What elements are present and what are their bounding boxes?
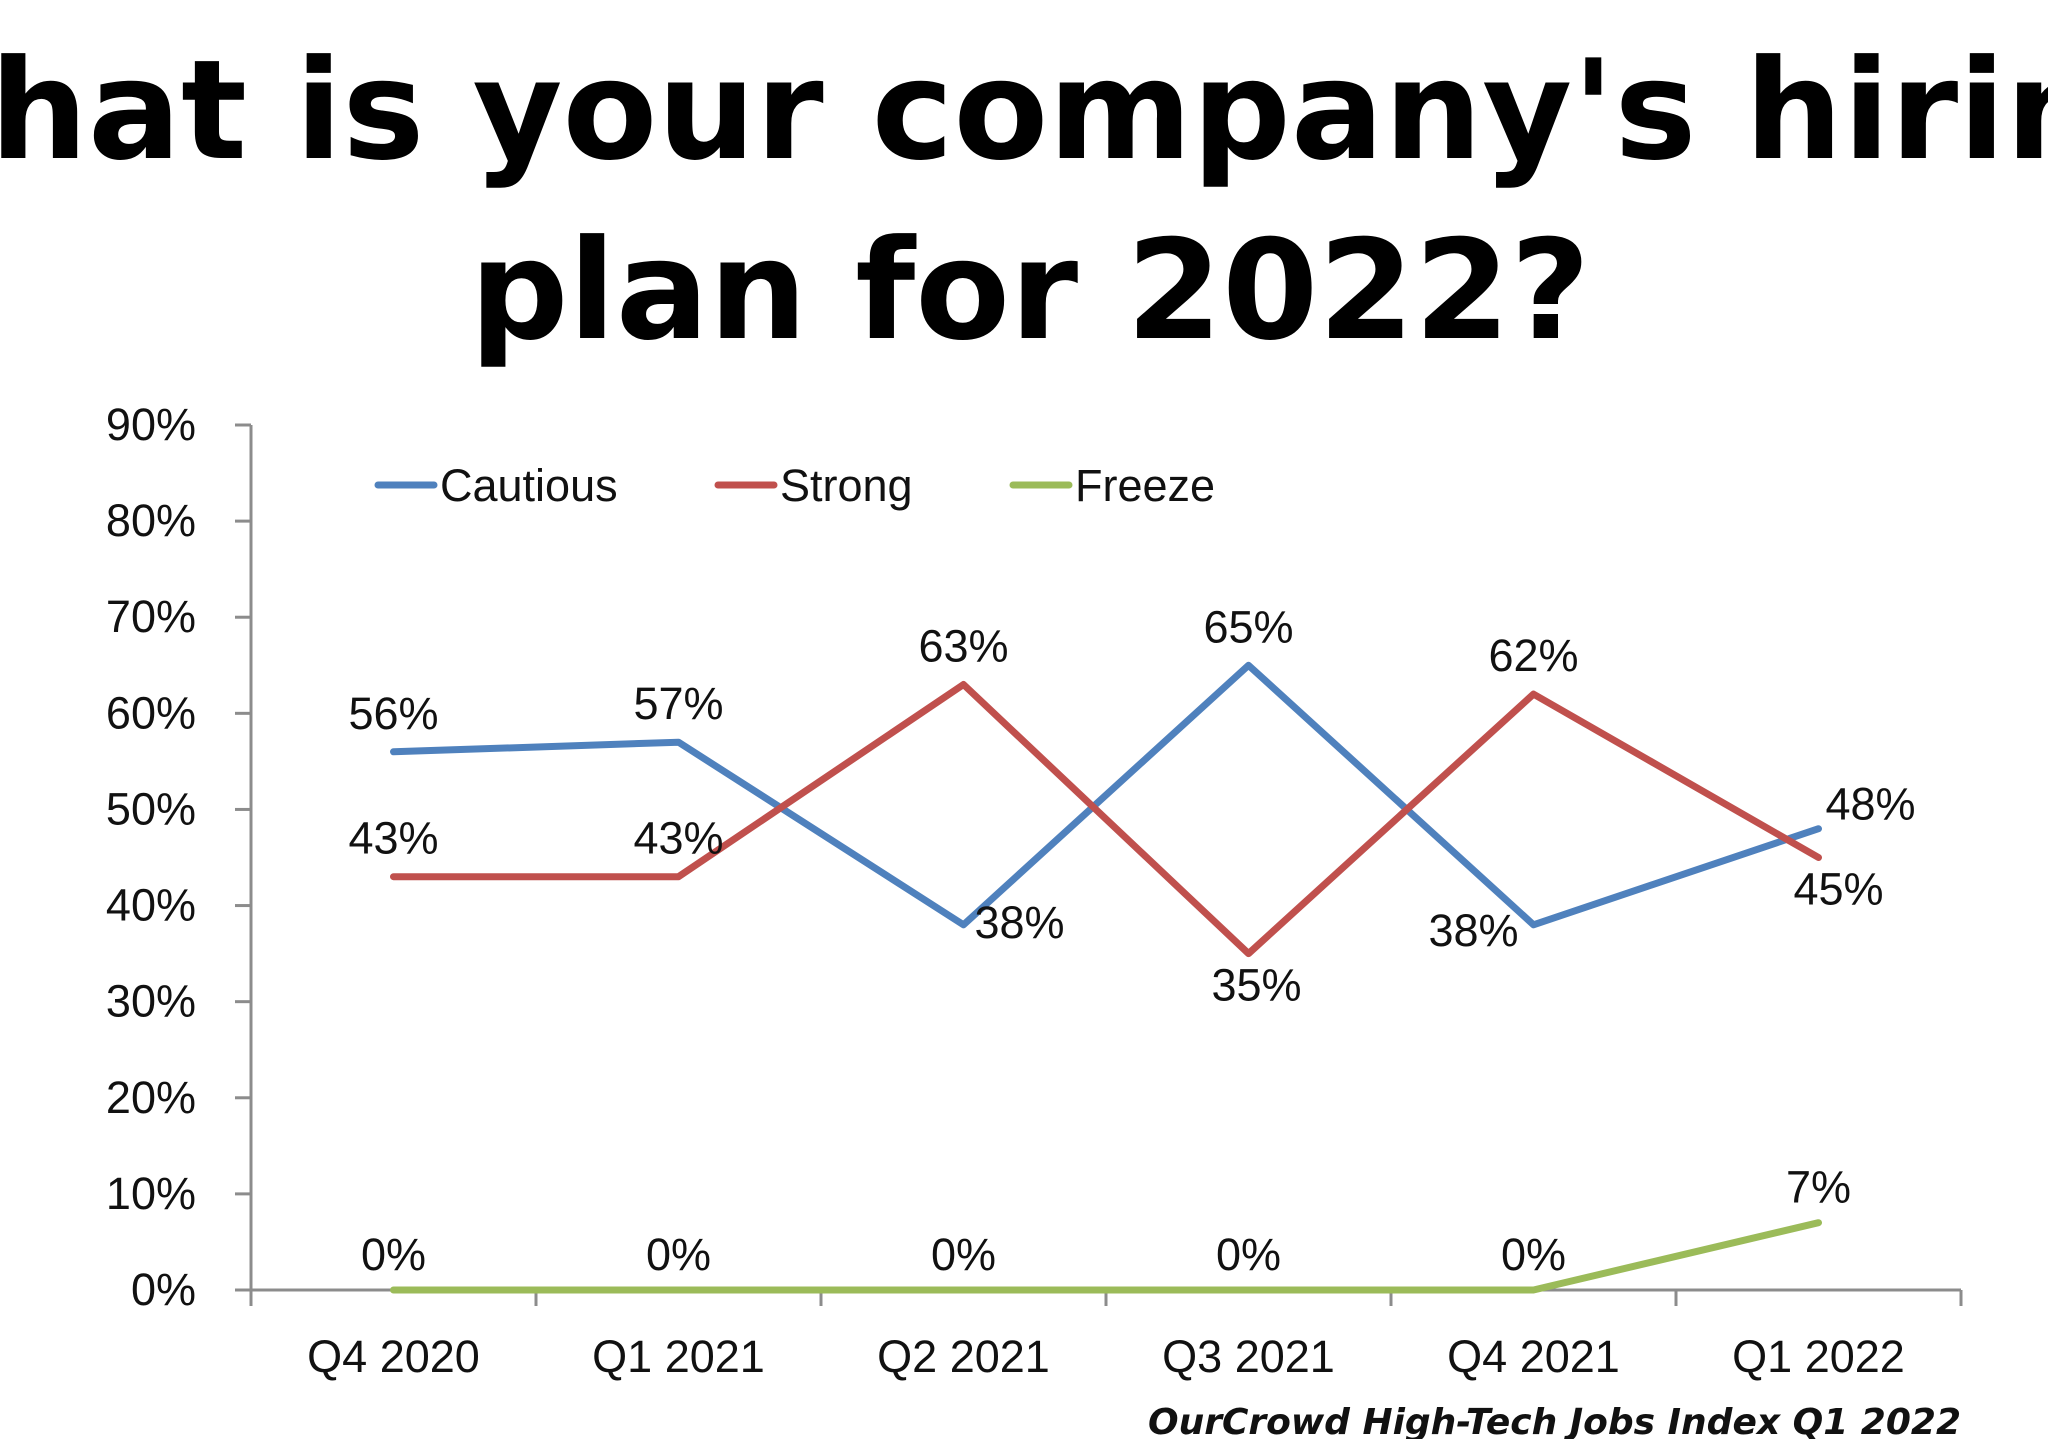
- series-line-freeze: [390, 1219, 1822, 1294]
- y-tick-label: 40%: [106, 880, 196, 931]
- legend-label-freeze: Freeze: [1075, 460, 1215, 511]
- data-label-strong: 62%: [1488, 630, 1578, 681]
- data-label-freeze: 0%: [931, 1229, 996, 1280]
- chart-title-line-2: plan for 2022?: [470, 210, 1591, 371]
- data-label-cautious: 65%: [1203, 601, 1293, 652]
- data-label-strong: 45%: [1793, 864, 1883, 915]
- x-tick-label: Q4 2020: [307, 1331, 480, 1382]
- data-label-freeze: 0%: [1501, 1229, 1566, 1280]
- y-tick-label: 70%: [106, 591, 196, 642]
- y-tick-label: 50%: [106, 783, 196, 834]
- x-tick-label: Q1 2021: [592, 1331, 765, 1382]
- data-label-cautious: 38%: [974, 897, 1064, 948]
- legend-label-cautious: Cautious: [440, 460, 618, 511]
- y-tick-label: 80%: [106, 495, 196, 546]
- data-label-cautious: 38%: [1428, 905, 1518, 956]
- x-tick-label: Q4 2021: [1447, 1331, 1620, 1382]
- x-tick-label: Q2 2021: [877, 1331, 1050, 1382]
- data-label-cautious: 57%: [633, 678, 723, 729]
- legend-label-strong: Strong: [780, 460, 913, 511]
- chart-title: What is your company's hiring plan for 2…: [0, 30, 2048, 371]
- data-label-strong: 63%: [918, 621, 1008, 672]
- x-tick-label: Q3 2021: [1162, 1331, 1335, 1382]
- data-label-strong: 43%: [633, 813, 723, 864]
- data-label-freeze: 0%: [1216, 1229, 1281, 1280]
- y-tick-label: 30%: [106, 976, 196, 1027]
- source-note: OurCrowd High-Tech Jobs Index Q1 2022: [1148, 1402, 1961, 1439]
- series-lines: [390, 661, 1822, 1294]
- y-tick-label: 90%: [106, 399, 196, 450]
- series-line-cautious: [390, 661, 1822, 929]
- data-label-freeze: 0%: [361, 1229, 426, 1280]
- y-tick-label: 20%: [106, 1072, 196, 1123]
- data-label-strong: 43%: [348, 813, 438, 864]
- data-label-cautious: 56%: [348, 688, 438, 739]
- axes: 0% 10% 20% 30% 40% 50% 60% 70% 80% 90% Q4 2020 Q1 2…: [106, 399, 1963, 1382]
- y-tick-label: 60%: [106, 687, 196, 738]
- data-label-strong: 35%: [1211, 960, 1301, 1011]
- data-label-cautious: 48%: [1825, 779, 1915, 830]
- x-tick-label: Q1 2022: [1732, 1331, 1905, 1382]
- data-labels: 56% 57% 38% 65% 38% 48% 43% 43% 63% 35% 62% 45% 0% 0%…: [348, 601, 1915, 1280]
- series-line-strong: [390, 681, 1822, 958]
- data-label-freeze: 7%: [1786, 1162, 1851, 1213]
- legend: Cautious Strong Freeze: [374, 460, 1215, 511]
- chart-title-line-1: What is your company's hiring: [0, 30, 2048, 191]
- data-label-freeze: 0%: [646, 1229, 711, 1280]
- y-tick-label: 0%: [131, 1264, 196, 1315]
- y-tick-label: 10%: [106, 1168, 196, 1219]
